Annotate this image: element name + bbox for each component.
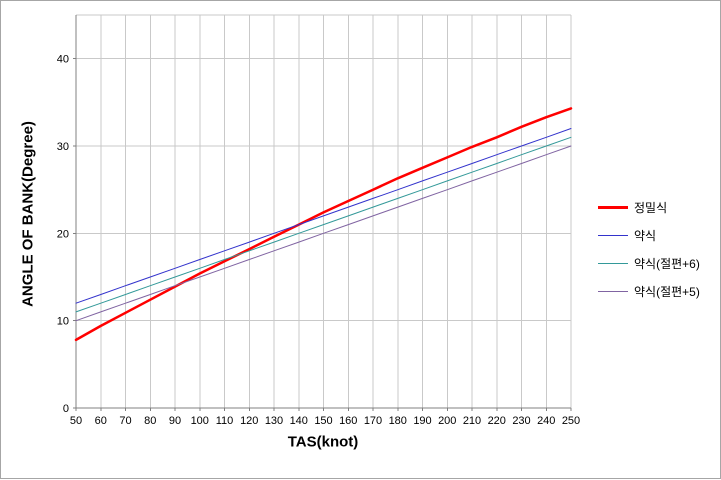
svg-text:180: 180 (389, 415, 407, 427)
svg-text:120: 120 (240, 415, 258, 427)
svg-text:50: 50 (70, 415, 82, 427)
legend-item-label: 약식 (634, 228, 657, 243)
svg-text:170: 170 (364, 415, 382, 427)
series-line (74, 107, 573, 342)
svg-text:40: 40 (57, 54, 69, 66)
svg-text:190: 190 (413, 415, 431, 427)
svg-text:160: 160 (339, 415, 357, 427)
x-axis-title: TAS(knot) (287, 433, 359, 451)
svg-text:240: 240 (537, 415, 555, 427)
legend-item: 약식(절편+6) (598, 249, 700, 277)
svg-text:200: 200 (438, 415, 456, 427)
legend-item: 약식 (598, 221, 700, 249)
svg-text:210: 210 (463, 415, 481, 427)
svg-text:30: 30 (57, 141, 69, 153)
svg-text:90: 90 (169, 415, 181, 427)
y-axis-title: ANGLE OF BANK(Degree) (19, 121, 37, 307)
legend-line-sample (598, 205, 628, 209)
x-tick-labels: 50 60 70 80 90 100 110 120 130 140 150 160 170 180 190… (70, 415, 580, 427)
legend-line-sample (598, 262, 628, 264)
svg-text:20: 20 (57, 228, 69, 240)
svg-text:100: 100 (191, 415, 209, 427)
svg-text:10: 10 (57, 316, 69, 328)
svg-text:150: 150 (314, 415, 332, 427)
series-line (75, 128, 572, 304)
svg-text:80: 80 (144, 415, 156, 427)
svg-text:60: 60 (95, 415, 107, 427)
axes (73, 15, 572, 411)
svg-text:220: 220 (488, 415, 506, 427)
legend-item-label: 약식(절편+5) (634, 284, 700, 299)
svg-text:140: 140 (290, 415, 308, 427)
legend-line-sample (598, 234, 628, 236)
svg-text:0: 0 (63, 403, 69, 415)
legend-item: 정밀식 (598, 193, 700, 221)
legend-item: 약식(절편+5) (598, 277, 700, 305)
legend-line-sample (598, 290, 628, 292)
legend-item-label: 정밀식 (634, 200, 668, 215)
svg-text:230: 230 (512, 415, 530, 427)
svg-text:110: 110 (216, 415, 234, 427)
y-tick-labels: 0 10 20 30 40 (57, 54, 69, 415)
svg-text:70: 70 (119, 415, 131, 427)
legend-item-label: 약식(절편+6) (634, 256, 700, 271)
series-lines (74, 107, 573, 342)
series-line (75, 136, 572, 313)
svg-text:250: 250 (562, 415, 580, 427)
svg-text:130: 130 (265, 415, 283, 427)
series-line (75, 145, 572, 322)
